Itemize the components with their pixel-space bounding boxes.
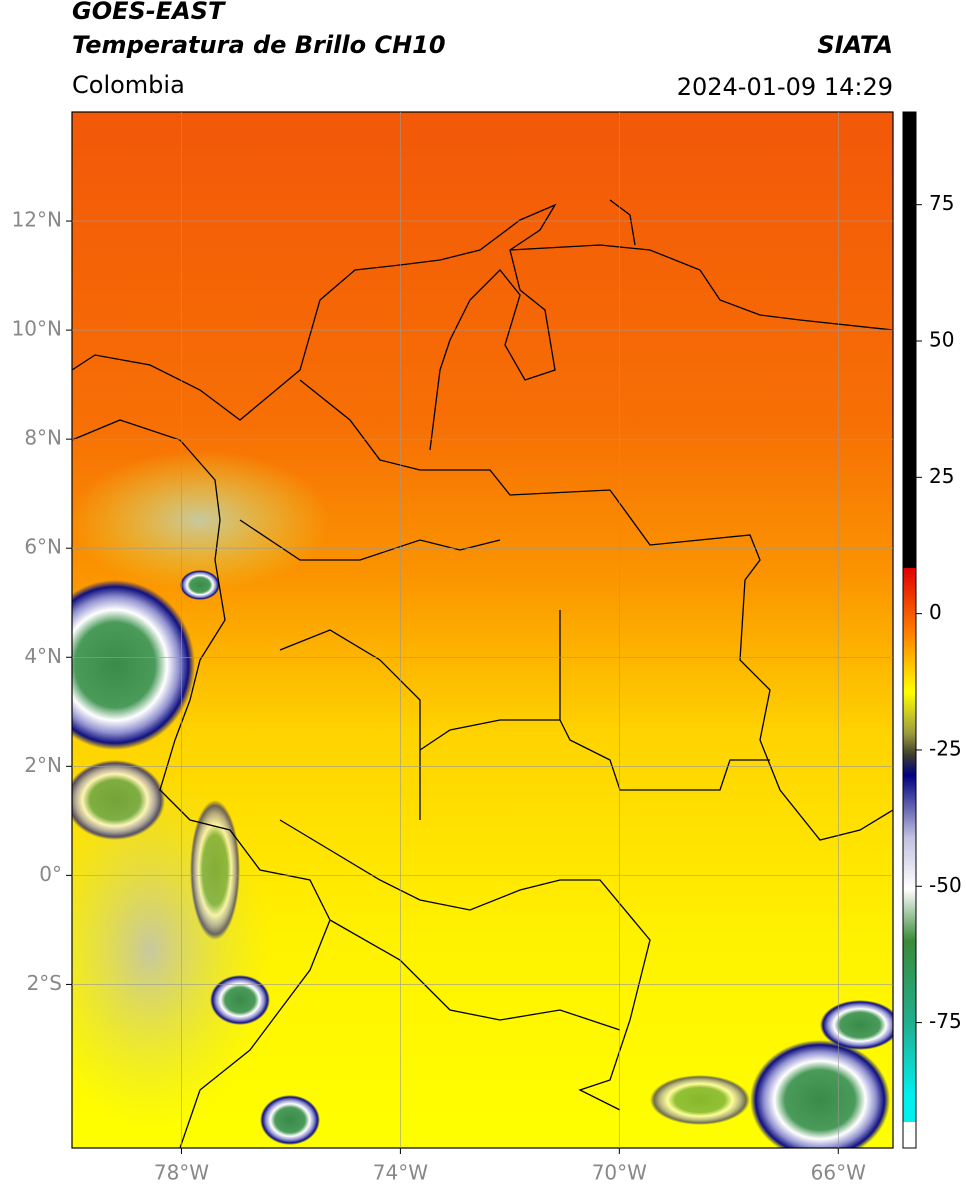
title: GOES-EAST (72, 0, 226, 25)
colorbar-tick-label: 50 (929, 328, 954, 352)
colorbar-tick-label: 0 (929, 600, 942, 624)
y-tick-label: 8°N (24, 426, 62, 450)
colorbar-tick-label: -50 (929, 873, 962, 897)
y-tick-label: 2°N (24, 753, 62, 777)
y-tick-label: 12°N (12, 208, 62, 232)
colorbar (902, 111, 917, 1149)
datetime: 2024-01-09 14:29 (677, 73, 893, 101)
y-tick-label: 10°N (12, 317, 62, 341)
x-tick-label: 78°W (154, 1161, 209, 1185)
map-image (72, 112, 893, 1148)
subtitle: Temperatura de Brillo CH10 (72, 31, 446, 59)
y-tick-label: 4°N (24, 644, 62, 668)
source: SIATA (817, 31, 893, 59)
colorbar-tick-label: -75 (929, 1009, 962, 1033)
colorbar-tick-label: 25 (929, 464, 954, 488)
region: Colombia (72, 71, 185, 99)
y-tick-label: 6°N (24, 535, 62, 559)
map-frame (71, 111, 894, 1149)
colorbar-tick-label: 75 (929, 191, 954, 215)
x-tick-label: 74°W (373, 1161, 428, 1185)
y-tick-label: 0° (39, 862, 62, 886)
x-tick-label: 70°W (592, 1161, 647, 1185)
x-tick-label: 66°W (811, 1161, 866, 1185)
y-tick-label: 2°S (27, 971, 62, 995)
colorbar-tick-label: -25 (929, 736, 962, 760)
